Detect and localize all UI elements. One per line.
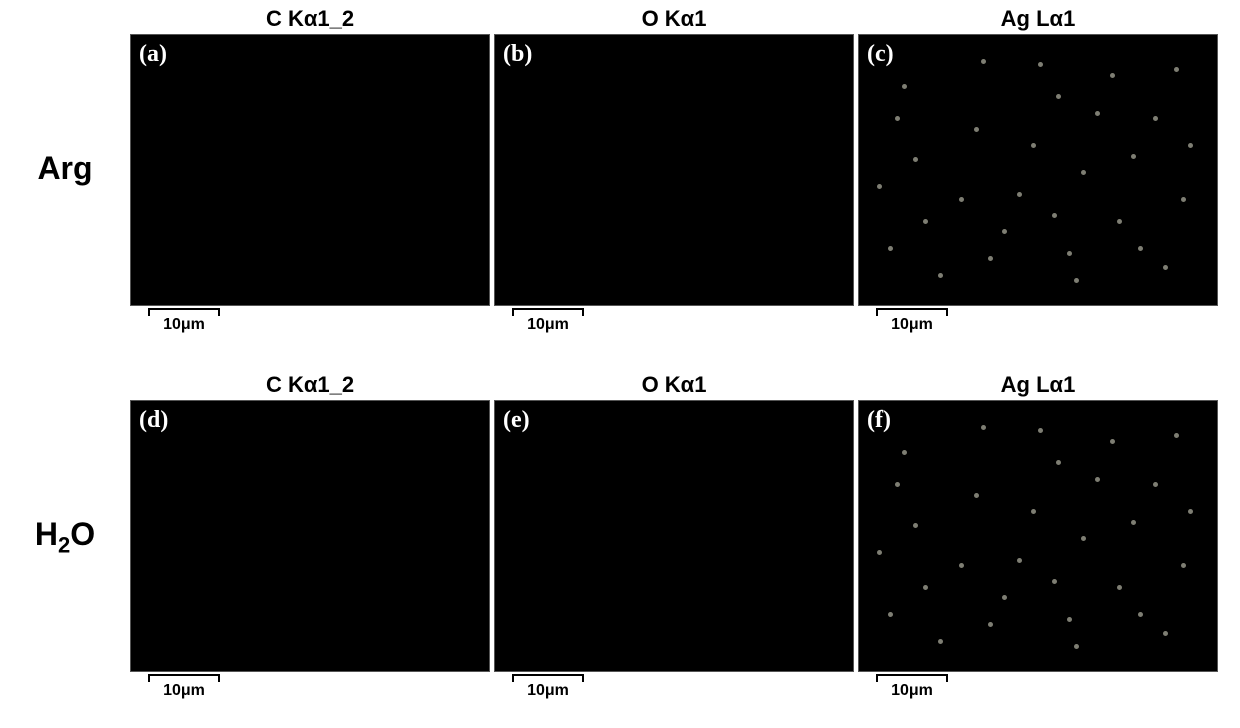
scale-bar-label: 10μm: [148, 316, 220, 334]
scale-bar: 10μm: [876, 674, 948, 704]
scale-bar-line: [512, 308, 584, 316]
panel-letter: (f): [867, 407, 891, 434]
panel-letter: (b): [503, 41, 532, 68]
scale-bar-label: 10μm: [512, 682, 584, 700]
row-label-h2o: H2O: [10, 516, 120, 558]
scale-bar-label: 10μm: [512, 316, 584, 334]
scale-bar-label: 10μm: [148, 682, 220, 700]
scale-bar-line: [148, 308, 220, 316]
speckle-layer: [859, 401, 1217, 671]
scale-bar-line: [876, 308, 948, 316]
panel-letter: (d): [139, 407, 168, 434]
column-header: O Kα1: [494, 6, 854, 32]
panel-letter: (a): [139, 41, 167, 68]
scale-bar: 10μm: [876, 308, 948, 338]
scale-bar-line: [512, 674, 584, 682]
row-label-arg: Arg: [10, 150, 120, 187]
panel-a: (a): [130, 34, 490, 306]
panel-e: (e): [494, 400, 854, 672]
scale-bar-line: [148, 674, 220, 682]
scale-bar: 10μm: [512, 674, 584, 704]
scale-bar-label: 10μm: [876, 682, 948, 700]
panel-letter: (c): [867, 41, 894, 68]
scale-bar-label: 10μm: [876, 316, 948, 334]
column-header: C Kα1_2: [130, 6, 490, 32]
speckle-layer: [859, 35, 1217, 305]
column-header: Ag Lα1: [858, 372, 1218, 398]
column-header: C Kα1_2: [130, 372, 490, 398]
column-header: Ag Lα1: [858, 6, 1218, 32]
scale-bar: 10μm: [512, 308, 584, 338]
scale-bar: 10μm: [148, 674, 220, 704]
panel-f: (f): [858, 400, 1218, 672]
panel-letter: (e): [503, 407, 530, 434]
column-header: O Kα1: [494, 372, 854, 398]
panel-d: (d): [130, 400, 490, 672]
scale-bar-line: [876, 674, 948, 682]
figure-grid: C Kα1_2 O Kα1 Ag Lα1 Arg (a) (b) (c) 10μ…: [0, 0, 1240, 728]
panel-b: (b): [494, 34, 854, 306]
panel-c: (c): [858, 34, 1218, 306]
scale-bar: 10μm: [148, 308, 220, 338]
